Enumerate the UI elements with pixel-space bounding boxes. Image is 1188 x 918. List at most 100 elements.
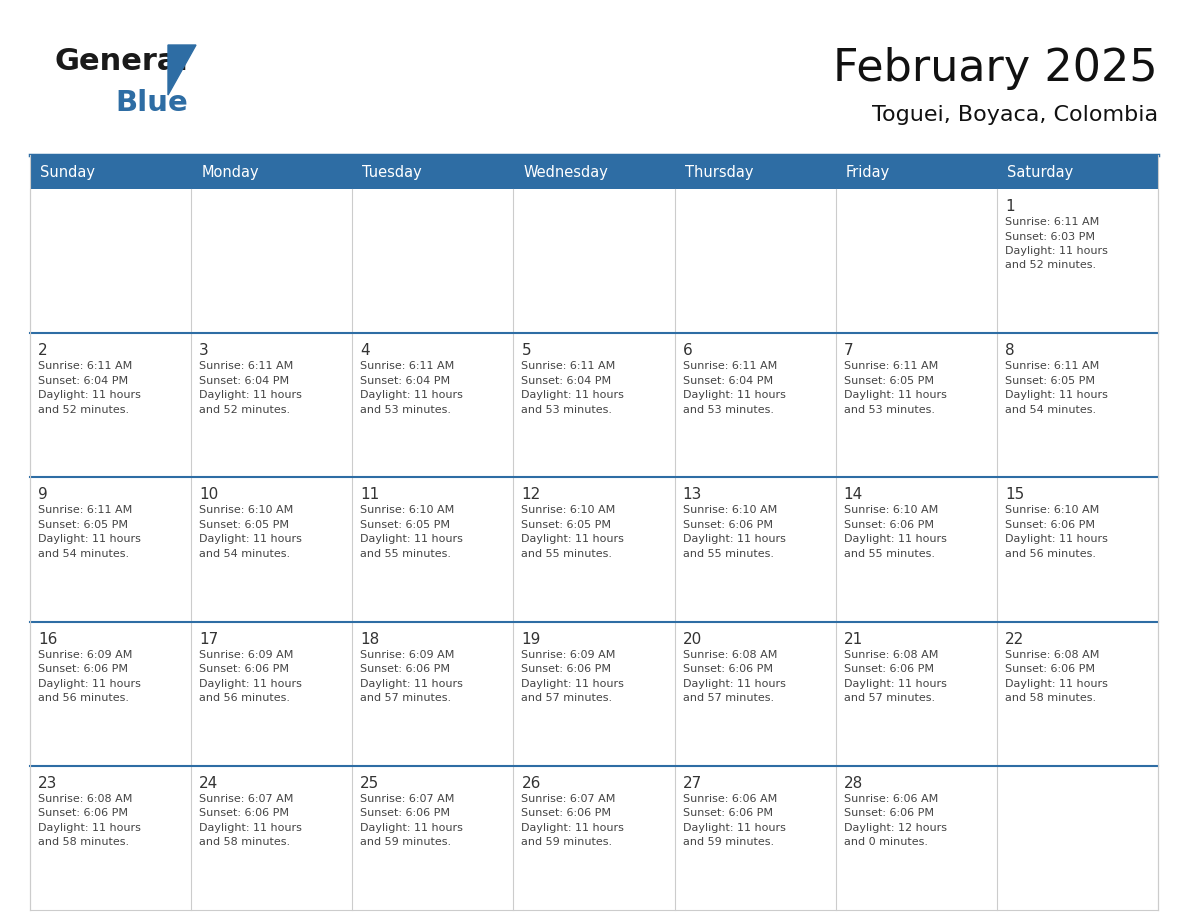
Text: and 55 minutes.: and 55 minutes. [683, 549, 773, 559]
Text: Sunset: 6:06 PM: Sunset: 6:06 PM [843, 520, 934, 530]
Bar [353, 766, 513, 910]
Text: and 59 minutes.: and 59 minutes. [683, 837, 773, 847]
Text: and 55 minutes.: and 55 minutes. [843, 549, 935, 559]
Text: Sunset: 6:06 PM: Sunset: 6:06 PM [360, 664, 450, 674]
Text: 10: 10 [200, 487, 219, 502]
Text: and 54 minutes.: and 54 minutes. [1005, 405, 1097, 415]
Text: Toguei, Boyaca, Colombia: Toguei, Boyaca, Colombia [872, 105, 1158, 125]
Text: Sunrise: 6:11 AM: Sunrise: 6:11 AM [38, 506, 132, 515]
Text: 2: 2 [38, 343, 48, 358]
Text: Daylight: 11 hours: Daylight: 11 hours [200, 390, 302, 400]
Bar [835, 621, 997, 766]
Text: Daylight: 11 hours: Daylight: 11 hours [38, 534, 141, 544]
Bar [513, 189, 675, 333]
Text: Sunset: 6:04 PM: Sunset: 6:04 PM [360, 375, 450, 386]
Text: Sunrise: 6:07 AM: Sunrise: 6:07 AM [522, 794, 615, 804]
Text: and 57 minutes.: and 57 minutes. [360, 693, 451, 703]
Text: Daylight: 11 hours: Daylight: 11 hours [200, 678, 302, 688]
Text: 15: 15 [1005, 487, 1024, 502]
Bar [675, 621, 835, 766]
Text: Sunrise: 6:11 AM: Sunrise: 6:11 AM [38, 361, 132, 371]
Text: Sunrise: 6:09 AM: Sunrise: 6:09 AM [360, 650, 455, 660]
Text: 3: 3 [200, 343, 209, 358]
Text: 21: 21 [843, 632, 862, 646]
Text: Sunset: 6:05 PM: Sunset: 6:05 PM [522, 520, 612, 530]
Text: Sunrise: 6:11 AM: Sunrise: 6:11 AM [1005, 217, 1099, 227]
Text: Sunrise: 6:08 AM: Sunrise: 6:08 AM [843, 650, 939, 660]
Text: and 58 minutes.: and 58 minutes. [1005, 693, 1097, 703]
Text: Sunrise: 6:10 AM: Sunrise: 6:10 AM [200, 506, 293, 515]
Text: Blue: Blue [115, 89, 188, 117]
Text: Daylight: 11 hours: Daylight: 11 hours [1005, 246, 1107, 256]
Text: Sunrise: 6:10 AM: Sunrise: 6:10 AM [843, 506, 939, 515]
Bar [675, 333, 835, 477]
Text: Sunrise: 6:10 AM: Sunrise: 6:10 AM [522, 506, 615, 515]
Text: and 57 minutes.: and 57 minutes. [522, 693, 613, 703]
Bar [353, 189, 513, 333]
Text: Sunrise: 6:07 AM: Sunrise: 6:07 AM [360, 794, 455, 804]
Text: Sunrise: 6:11 AM: Sunrise: 6:11 AM [683, 361, 777, 371]
Text: and 52 minutes.: and 52 minutes. [38, 405, 129, 415]
Bar [997, 766, 1158, 910]
Text: Sunrise: 6:07 AM: Sunrise: 6:07 AM [200, 794, 293, 804]
Text: Sunset: 6:06 PM: Sunset: 6:06 PM [522, 664, 612, 674]
Text: Daylight: 11 hours: Daylight: 11 hours [522, 823, 625, 833]
Text: Sunrise: 6:11 AM: Sunrise: 6:11 AM [843, 361, 939, 371]
Bar [997, 621, 1158, 766]
Text: Friday: Friday [846, 164, 890, 180]
Text: Daylight: 11 hours: Daylight: 11 hours [360, 390, 463, 400]
Text: and 54 minutes.: and 54 minutes. [200, 549, 290, 559]
Text: Sunrise: 6:08 AM: Sunrise: 6:08 AM [683, 650, 777, 660]
Text: 27: 27 [683, 776, 702, 790]
Text: Daylight: 11 hours: Daylight: 11 hours [683, 390, 785, 400]
Text: Daylight: 11 hours: Daylight: 11 hours [38, 678, 141, 688]
Text: Sunset: 6:06 PM: Sunset: 6:06 PM [843, 664, 934, 674]
Text: Daylight: 11 hours: Daylight: 11 hours [200, 823, 302, 833]
Text: Sunrise: 6:10 AM: Sunrise: 6:10 AM [683, 506, 777, 515]
Text: 13: 13 [683, 487, 702, 502]
Text: Daylight: 11 hours: Daylight: 11 hours [1005, 534, 1107, 544]
Text: Sunset: 6:04 PM: Sunset: 6:04 PM [522, 375, 612, 386]
Bar [191, 766, 353, 910]
Text: and 57 minutes.: and 57 minutes. [843, 693, 935, 703]
Text: 8: 8 [1005, 343, 1015, 358]
Text: Sunset: 6:03 PM: Sunset: 6:03 PM [1005, 231, 1095, 241]
Text: Sunset: 6:06 PM: Sunset: 6:06 PM [38, 664, 128, 674]
Text: 1: 1 [1005, 199, 1015, 214]
Bar [30, 621, 191, 766]
Text: Sunrise: 6:11 AM: Sunrise: 6:11 AM [200, 361, 293, 371]
Bar [835, 766, 997, 910]
Text: and 55 minutes.: and 55 minutes. [522, 549, 613, 559]
Bar [353, 477, 513, 621]
Text: Wednesday: Wednesday [524, 164, 608, 180]
Text: Daylight: 11 hours: Daylight: 11 hours [1005, 678, 1107, 688]
Bar [513, 333, 675, 477]
Text: Sunrise: 6:08 AM: Sunrise: 6:08 AM [38, 794, 132, 804]
Text: 25: 25 [360, 776, 379, 790]
Text: Daylight: 11 hours: Daylight: 11 hours [522, 534, 625, 544]
Bar [997, 189, 1158, 333]
Text: and 0 minutes.: and 0 minutes. [843, 837, 928, 847]
Text: Daylight: 11 hours: Daylight: 11 hours [1005, 390, 1107, 400]
Text: Sunset: 6:04 PM: Sunset: 6:04 PM [200, 375, 289, 386]
Text: Daylight: 11 hours: Daylight: 11 hours [522, 678, 625, 688]
Text: Daylight: 11 hours: Daylight: 11 hours [683, 678, 785, 688]
Text: Sunrise: 6:10 AM: Sunrise: 6:10 AM [360, 506, 455, 515]
Text: and 55 minutes.: and 55 minutes. [360, 549, 451, 559]
Text: 5: 5 [522, 343, 531, 358]
Text: Sunrise: 6:10 AM: Sunrise: 6:10 AM [1005, 506, 1099, 515]
Text: and 59 minutes.: and 59 minutes. [522, 837, 613, 847]
Text: Sunrise: 6:11 AM: Sunrise: 6:11 AM [360, 361, 455, 371]
Text: Daylight: 12 hours: Daylight: 12 hours [843, 823, 947, 833]
Text: and 53 minutes.: and 53 minutes. [522, 405, 613, 415]
Text: and 59 minutes.: and 59 minutes. [360, 837, 451, 847]
Text: Thursday: Thursday [684, 164, 753, 180]
Bar [835, 189, 997, 333]
Bar [191, 333, 353, 477]
Text: 12: 12 [522, 487, 541, 502]
Text: and 56 minutes.: and 56 minutes. [200, 693, 290, 703]
Text: Sunday: Sunday [40, 164, 95, 180]
Text: 14: 14 [843, 487, 862, 502]
Text: Sunset: 6:06 PM: Sunset: 6:06 PM [1005, 664, 1095, 674]
Bar [513, 766, 675, 910]
